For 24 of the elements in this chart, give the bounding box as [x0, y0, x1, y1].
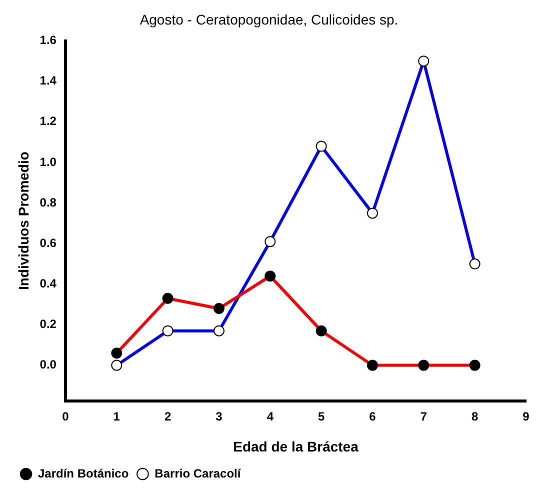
- x-tick-label: 9: [522, 409, 530, 424]
- chart-title: Agosto - Ceratopogonidae, Culicoides sp.: [140, 11, 398, 28]
- y-tick-label: 1.0: [40, 154, 57, 169]
- y-tick-label: 0.6: [40, 236, 57, 250]
- x-tick-label: 1: [113, 409, 120, 424]
- x-tick-label: 7: [420, 409, 428, 424]
- y-tick-label: 0.4: [40, 276, 57, 290]
- legend-label: Barrio Caracolí: [154, 466, 242, 480]
- x-tick-label: 4: [266, 409, 274, 424]
- y-tick-label: 0.0: [40, 358, 57, 372]
- y-tick-label: 1.2: [40, 114, 57, 128]
- y-tick-label: 0.2: [40, 317, 57, 332]
- x-tick-label: 5: [318, 409, 325, 424]
- x-tick-label: 2: [164, 409, 172, 424]
- legend-label: Jardín Botánico: [38, 466, 129, 480]
- y-tick-label: 0.8: [40, 195, 57, 210]
- x-axis-title: Edad de la Bráctea: [233, 438, 359, 454]
- x-tick-label: 3: [216, 409, 223, 424]
- x-tick-label: 6: [369, 409, 376, 424]
- x-tick-label: 8: [471, 409, 478, 424]
- y-tick-label: 1.6: [40, 33, 57, 48]
- y-tick-label: 1.4: [40, 74, 57, 88]
- y-axis-title: Individuos Promedio: [15, 152, 32, 290]
- x-tick-label: 0: [62, 409, 70, 424]
